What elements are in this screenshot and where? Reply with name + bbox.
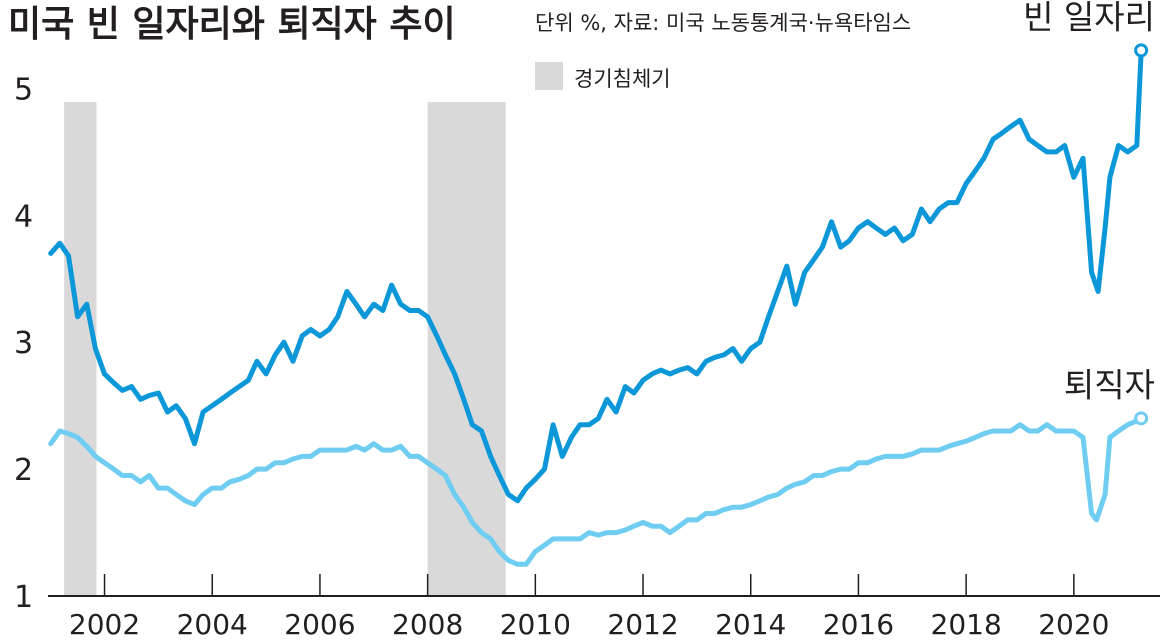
recession-band-2 [427, 102, 506, 596]
y-tick-label-1: 1 [14, 580, 33, 615]
x-tick-label-2014: 2014 [715, 608, 786, 640]
x-tick-label-2018: 2018 [931, 608, 1002, 640]
x-tick-label-2004: 2004 [177, 608, 248, 640]
quits-line [48, 415, 1144, 567]
y-tick-label-4: 4 [14, 199, 33, 234]
series-labels: 퇴직자 빈 일자리 [1023, 0, 1155, 404]
openings-label: 빈 일자리 [1023, 0, 1155, 36]
chart-title: 미국 빈 일자리와 퇴직자 추이 [8, 4, 456, 45]
quits-end-marker [1134, 411, 1149, 426]
recession-bands [64, 102, 506, 596]
chart-source: 단위 %, 자료: 미국 노동통계국·뉴욕타임스 [535, 11, 911, 35]
x-tick-label-2006: 2006 [284, 608, 355, 640]
series-lines [48, 43, 1149, 567]
openings-line [48, 47, 1144, 504]
x-tick-label-2012: 2012 [607, 608, 678, 640]
y-axis: 1 2 3 4 5 [14, 72, 33, 615]
x-axis: 2002 2004 2006 2008 2010 2012 2014 2016 2018 2020 [69, 574, 1109, 640]
x-tick-label-2002: 2002 [69, 608, 140, 640]
openings-end-marker [1134, 43, 1149, 58]
legend-recession-swatch [535, 62, 563, 90]
y-tick-label-2: 2 [14, 453, 33, 488]
quits-label: 퇴직자 [1064, 365, 1155, 404]
x-tick-label-2016: 2016 [823, 608, 894, 640]
legend-recession-label: 경기침체기 [574, 67, 671, 91]
x-tick-label-2010: 2010 [500, 608, 571, 640]
x-tick-label-2020: 2020 [1038, 608, 1109, 640]
recession-band-1 [64, 102, 97, 596]
x-tick-label-2008: 2008 [392, 608, 463, 640]
y-tick-label-5: 5 [14, 72, 33, 107]
y-tick-label-3: 3 [14, 326, 33, 361]
